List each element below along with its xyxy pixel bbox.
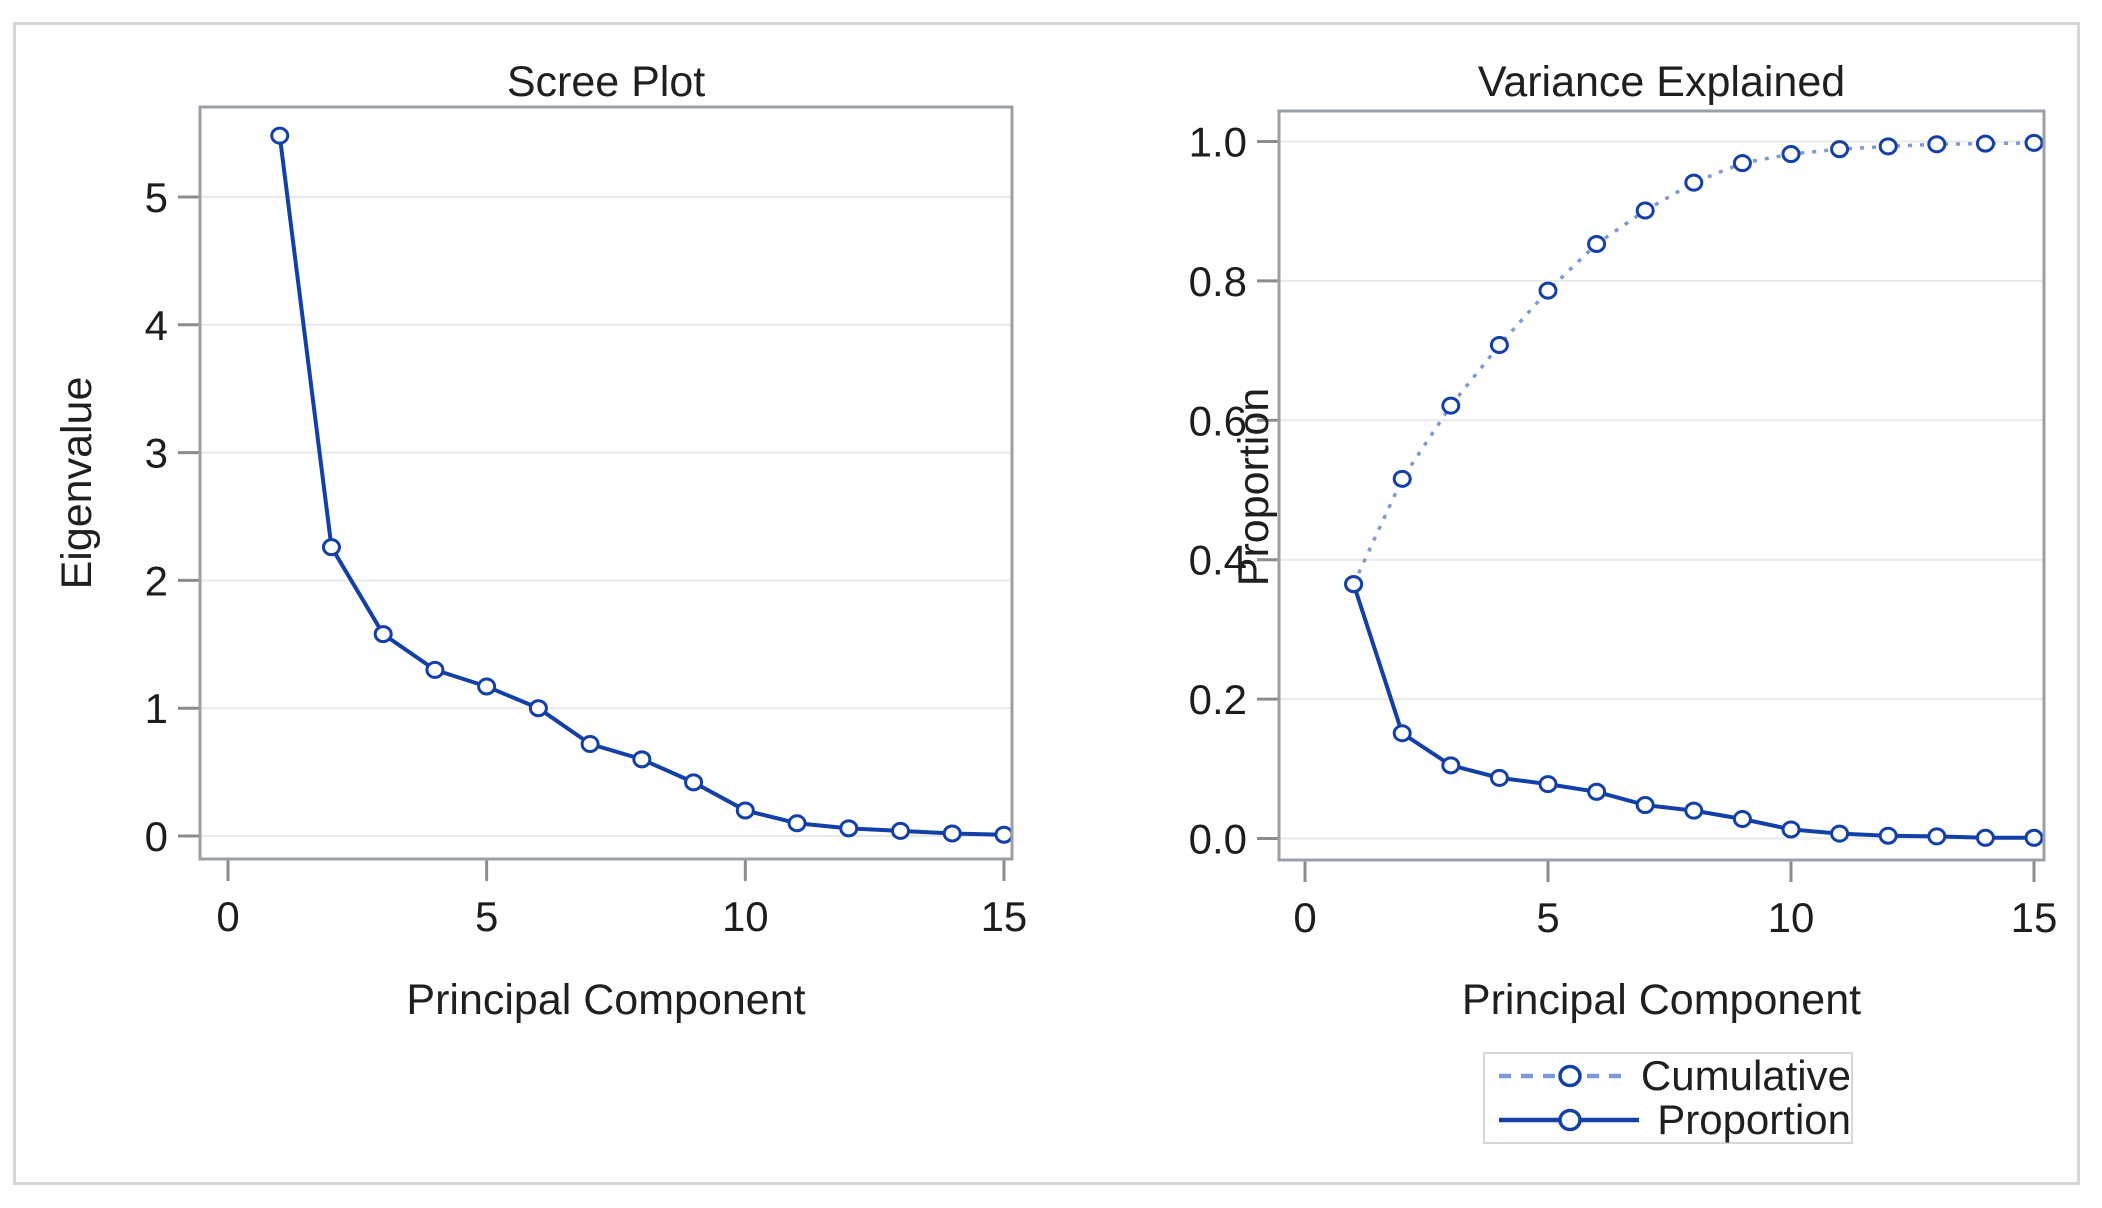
x-tick-label: 0: [1293, 894, 1316, 941]
series-markers-cumulative: [1344, 133, 2044, 594]
y-tick-label: 2: [145, 557, 168, 604]
legend-label-cumulative: Cumulative: [1640, 1052, 1851, 1099]
axis-ticks: 0.0 0.2 0.4 0.6 0.8 1.0 0 5 10 15: [1189, 119, 2058, 942]
x-tick-label: 15: [2011, 894, 2058, 941]
x-tick-label: 5: [475, 893, 498, 940]
y-tick-label: 0.8: [1189, 258, 1247, 305]
legend-box: Cumulative Proportion: [1483, 1052, 1853, 1144]
figure-border: [13, 22, 2080, 1185]
series-line-cumulative: [1352, 141, 2035, 585]
legend-row-proportion: Proportion: [1495, 1098, 1851, 1142]
x-tick-label: 0: [216, 893, 239, 940]
y-tick-label: 0.0: [1189, 816, 1247, 863]
y-tick-label: 0.4: [1189, 537, 1247, 584]
legend-label-proportion: Proportion: [1657, 1096, 1851, 1143]
axis-ticks: 0 1 2 3 4 5 0 5 10 15: [145, 174, 1028, 940]
y-tick-label: 0.6: [1189, 397, 1247, 444]
left-x-axis-label: Principal Component: [406, 976, 806, 1024]
y-tick-label: 0: [145, 813, 168, 860]
y-tick-label: 1: [145, 685, 168, 732]
series-line-eigenvalue: [277, 135, 1004, 837]
series-markers-proportion: [1344, 575, 2044, 847]
y-tick-label: 0.2: [1189, 676, 1247, 723]
y-tick-label: 3: [145, 430, 168, 477]
series-line-proportion: [1351, 583, 2034, 840]
plot-0: 0 1 2 3 4 5 0 5 10 15: [145, 105, 1028, 940]
left-chart-title: Scree Plot: [506, 58, 706, 106]
gridlines: [200, 196, 1012, 837]
right-y-axis-label: Proportion: [1230, 387, 1278, 587]
legend-row-cumulative: Cumulative: [1495, 1054, 1851, 1098]
series-markers-eigenvalue: [270, 126, 1014, 844]
y-tick-label: 1.0: [1189, 119, 1247, 166]
x-tick-label: 5: [1536, 894, 1559, 941]
y-tick-label: 4: [145, 302, 168, 349]
y-tick-label: 5: [145, 174, 168, 221]
plot-frame: [1277, 109, 2046, 862]
x-tick-label: 10: [722, 893, 769, 940]
legend-line-cumulative-icon: [1499, 1064, 1623, 1088]
right-chart-title: Variance Explained: [1477, 58, 1846, 106]
plot-1: 0.0 0.2 0.4 0.6 0.8 1.0 0 5 10 15: [1189, 109, 2058, 942]
right-x-axis-label: Principal Component: [1461, 976, 1862, 1024]
plot-frame: [198, 105, 1014, 861]
legend-line-proportion-icon: [1499, 1108, 1640, 1132]
gridlines: [1279, 140, 2044, 840]
x-tick-label: 10: [1768, 894, 1815, 941]
left-y-axis-label: Eigenvalue: [53, 376, 101, 590]
x-tick-label: 15: [981, 893, 1028, 940]
